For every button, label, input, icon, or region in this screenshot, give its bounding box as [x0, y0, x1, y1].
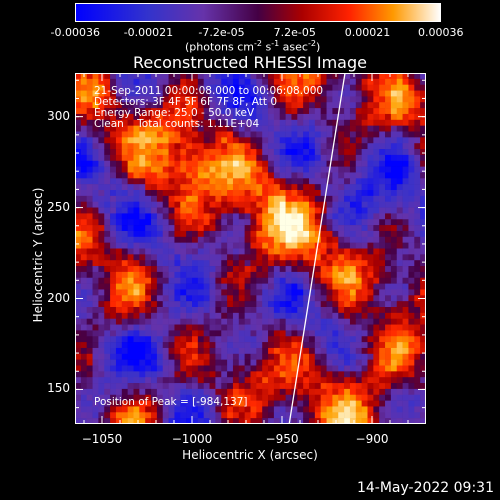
colorbar-tick-label: -0.00036 — [50, 26, 100, 39]
y-tick-label: 250 — [47, 199, 70, 214]
annotation-line-2: Detectors: 3F 4F 5F 6F 7F 8F, Att 0 — [94, 96, 278, 108]
timestamp: 14-May-2022 09:31 — [356, 480, 494, 496]
colorbar — [75, 3, 441, 22]
annotation-line-3: Energy Range: 25.0 - 50.0 keV — [94, 107, 255, 119]
x-tick-label: −950 — [265, 432, 299, 446]
peak-annotation: Position of Peak = [-984,137] — [94, 396, 248, 408]
annotation-line-1: 21-Sep-2011 00:00:08.000 to 00:06:08.000 — [94, 85, 324, 97]
y-tick-label: 150 — [47, 381, 70, 396]
chart-title: Reconstructed RHESSI Image — [133, 53, 367, 72]
x-tick-label: −900 — [355, 432, 389, 446]
y-axis-label: Heliocentric Y (arcsec) — [31, 187, 45, 323]
colorbar-tick-label: 7.2e-05 — [273, 26, 316, 39]
axis-ticks — [75, 73, 426, 424]
x-tick-label: −1000 — [171, 432, 213, 446]
annotation-line-4: Clean Total counts: 1.11E+04 — [94, 118, 260, 130]
colorbar-units: (photons cm-2 s-1 asec-2) — [185, 39, 321, 54]
colorbar-tick-label: -7.2e-05 — [198, 26, 245, 39]
x-axis-label: Heliocentric X (arcsec) — [182, 448, 318, 462]
colorbar-tick-label: 0.00021 — [344, 26, 391, 39]
colorbar-tick-label: -0.00021 — [123, 26, 174, 39]
limb-line — [288, 73, 346, 424]
heatmap-plot — [75, 73, 426, 424]
x-tick-label: −1050 — [81, 432, 123, 446]
colorbar-tick-label: 0.00036 — [418, 26, 464, 39]
y-tick-label: 200 — [47, 290, 70, 305]
y-tick-label: 300 — [47, 108, 70, 123]
